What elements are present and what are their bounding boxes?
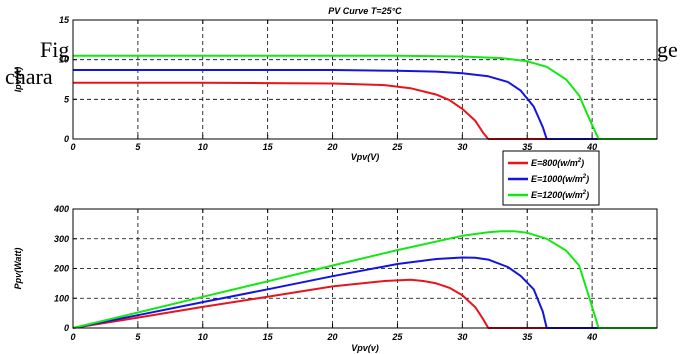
y-tick-label: 300 [54,234,69,244]
legend-entry-e800: E=800(w/m2) [531,158,584,168]
y-tick-label: 15 [59,15,70,25]
x-tick-label: 40 [586,142,597,152]
series-line-e800 [72,278,657,329]
x-tick-label: 35 [522,332,533,342]
series-line-e1000 [72,256,657,329]
plot-frame [72,19,658,140]
caption-line-2: chara [5,64,53,89]
y-tick-label: 5 [64,94,70,104]
chart-title: PV Curve T=25°C [328,6,402,16]
series-line-e800 [73,81,657,140]
plot-2: 0 5 10 15 20 25 30 35 400100200300400Vpv(v)Ppv(W… [13,150,658,353]
x-tick-label: 25 [391,142,403,152]
y-tick-label: 0 [64,323,69,333]
legend-entry-e1000: E=1000(w/m2) [531,174,589,184]
caption-line-1: Fig [40,37,70,62]
x-tick-label: 10 [198,142,208,152]
grid [73,209,657,328]
legend: E=800(w/m2) E=1000(w/m2) E=1200(w/m2) [502,150,600,206]
x-axis-label: Vpv(v) [351,343,379,353]
x-tick-label: 0 [70,142,75,152]
x-tick-label: 0 [70,332,75,342]
y-tick-label: 0 [64,134,69,144]
y-tick-label: 100 [54,293,69,303]
y-tick-label: 10 [59,55,69,65]
x-tick-label: 35 [522,142,533,152]
x-tick-label: 15 [263,142,274,152]
y-tick-label: 200 [53,264,69,274]
y-axis-label: Ppv(Watt) [13,248,23,290]
series-line-e1000 [73,69,657,140]
x-tick-label: 15 [263,332,274,342]
x-tick-label: 10 [198,332,208,342]
y-axis-label: Ipv(A) [13,67,23,93]
caption-line-1-tail: ge [657,37,678,62]
x-tick-label: 20 [327,332,338,342]
x-tick-label: 25 [391,332,403,342]
x-tick-label: 40 [586,332,597,342]
plot-area [73,20,657,139]
grid [73,20,657,139]
legend-entry-e1200: E=1200(w/m2) [531,190,589,200]
x-tick-label: 30 [457,332,467,342]
x-axis-label: Vpv(V) [351,152,380,162]
x-tick-label: 30 [457,142,467,152]
x-tick-label: 20 [327,142,338,152]
series-line-e1200 [72,230,657,329]
series-line-e1200 [73,54,657,140]
y-tick-label: 400 [53,204,69,214]
figure-caption: Fig ge chara [0,36,692,96]
x-tick-label: 5 [135,332,141,342]
plot-1: 0 5 10 15 20 25 30 35 40 0 5 10 15 Vpv(V) Ipv(A) PV Cur… [13,6,658,162]
x-tick-label: 5 [135,142,141,152]
